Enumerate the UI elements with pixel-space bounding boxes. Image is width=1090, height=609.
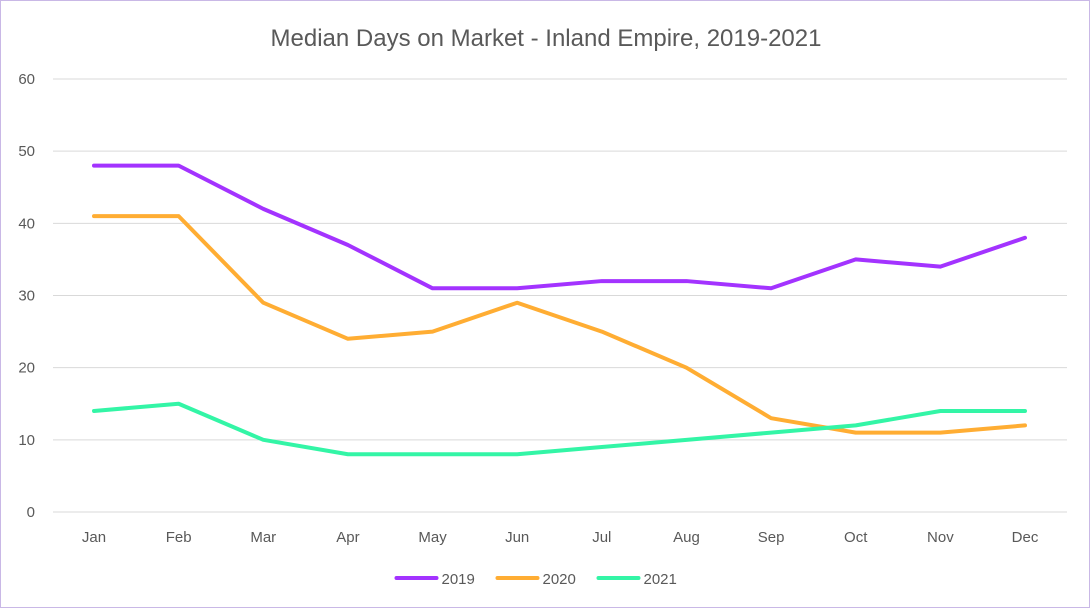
x-tick-label: Sep: [758, 529, 785, 546]
x-tick-label: Apr: [336, 529, 359, 546]
legend-label: 2021: [644, 571, 677, 588]
x-tick-label: Dec: [1012, 529, 1039, 546]
y-tick-label: 50: [18, 143, 35, 160]
x-tick-label: May: [418, 529, 447, 546]
chart-title: Median Days on Market - Inland Empire, 2…: [271, 25, 822, 52]
y-tick-label: 20: [18, 360, 35, 377]
series-lines: [92, 163, 1027, 457]
x-tick-label: Feb: [166, 529, 192, 546]
y-tick-label: 0: [27, 504, 35, 521]
legend: 2019 2020 2021: [394, 571, 677, 588]
x-tick-label: Jun: [505, 529, 529, 546]
series-line-2019: [92, 163, 1027, 291]
y-tick-label: 10: [18, 432, 35, 449]
y-tick-label: 40: [18, 215, 35, 232]
x-tick-label: Oct: [844, 529, 868, 546]
y-tick-label: 30: [18, 288, 35, 305]
gridlines: [53, 78, 1067, 513]
legend-label: 2019: [442, 571, 475, 588]
y-axis-ticks: 0 10 20 30 40 50 60: [18, 71, 35, 521]
y-tick-label: 60: [18, 71, 35, 88]
x-tick-label: Jan: [82, 529, 106, 546]
series-line-2021: [92, 401, 1027, 457]
x-tick-label: Nov: [927, 529, 954, 546]
x-axis-ticks: Jan Feb Mar Apr May Jun Jul Aug Sep Oct Nov Dec: [82, 529, 1039, 546]
series-line-2020: [92, 214, 1027, 435]
legend-label: 2020: [543, 571, 576, 588]
x-tick-label: Aug: [673, 529, 700, 546]
x-tick-label: Jul: [592, 529, 611, 546]
x-tick-label: Mar: [250, 529, 276, 546]
